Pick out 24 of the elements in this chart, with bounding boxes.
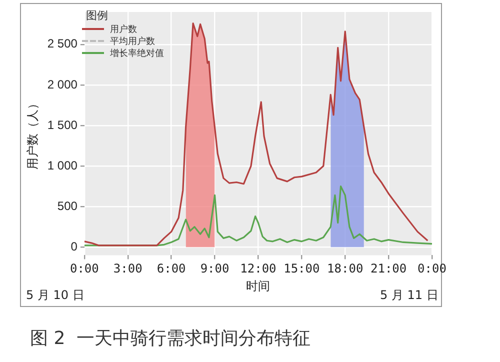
x-tick-label: 12:00 [240, 262, 276, 276]
x-tick-label: 9:00 [200, 262, 230, 276]
x-tick-label: 0:00 [70, 262, 99, 276]
legend-label: 增长率绝对值 [110, 48, 164, 60]
y-tick-label: 1 500 [47, 118, 78, 132]
x-tick-label: 6:00 [156, 262, 186, 276]
x-axis-title: 时间 [246, 279, 270, 294]
legend-label: 用户数 [110, 24, 137, 36]
x-tick-label: 0:00 [418, 262, 446, 276]
y-tick-label: 2 500 [47, 36, 78, 51]
text: 5 月 11 日 [380, 287, 438, 304]
x-tick-label: 15:00 [284, 262, 320, 276]
text: 5 月 10 日 [26, 287, 84, 304]
legend-title: 图例 [86, 8, 109, 23]
y-tick-label: 0 [70, 239, 78, 254]
x-tick-label: 21:00 [370, 262, 407, 276]
y-tick-label: 1 000 [47, 158, 78, 172]
y-tick-label: 2 000 [47, 77, 78, 92]
caption: 图 2 一天中骑行需求时间分布特征 [30, 327, 311, 350]
legend-label: 平均用户数 [110, 36, 155, 48]
x-tick-label: 18:00 [327, 262, 364, 276]
x-tick-label: 3:00 [113, 262, 142, 276]
y-axis-title: 用户数（人） [26, 98, 40, 170]
y-tick-label: 500 [57, 198, 78, 213]
